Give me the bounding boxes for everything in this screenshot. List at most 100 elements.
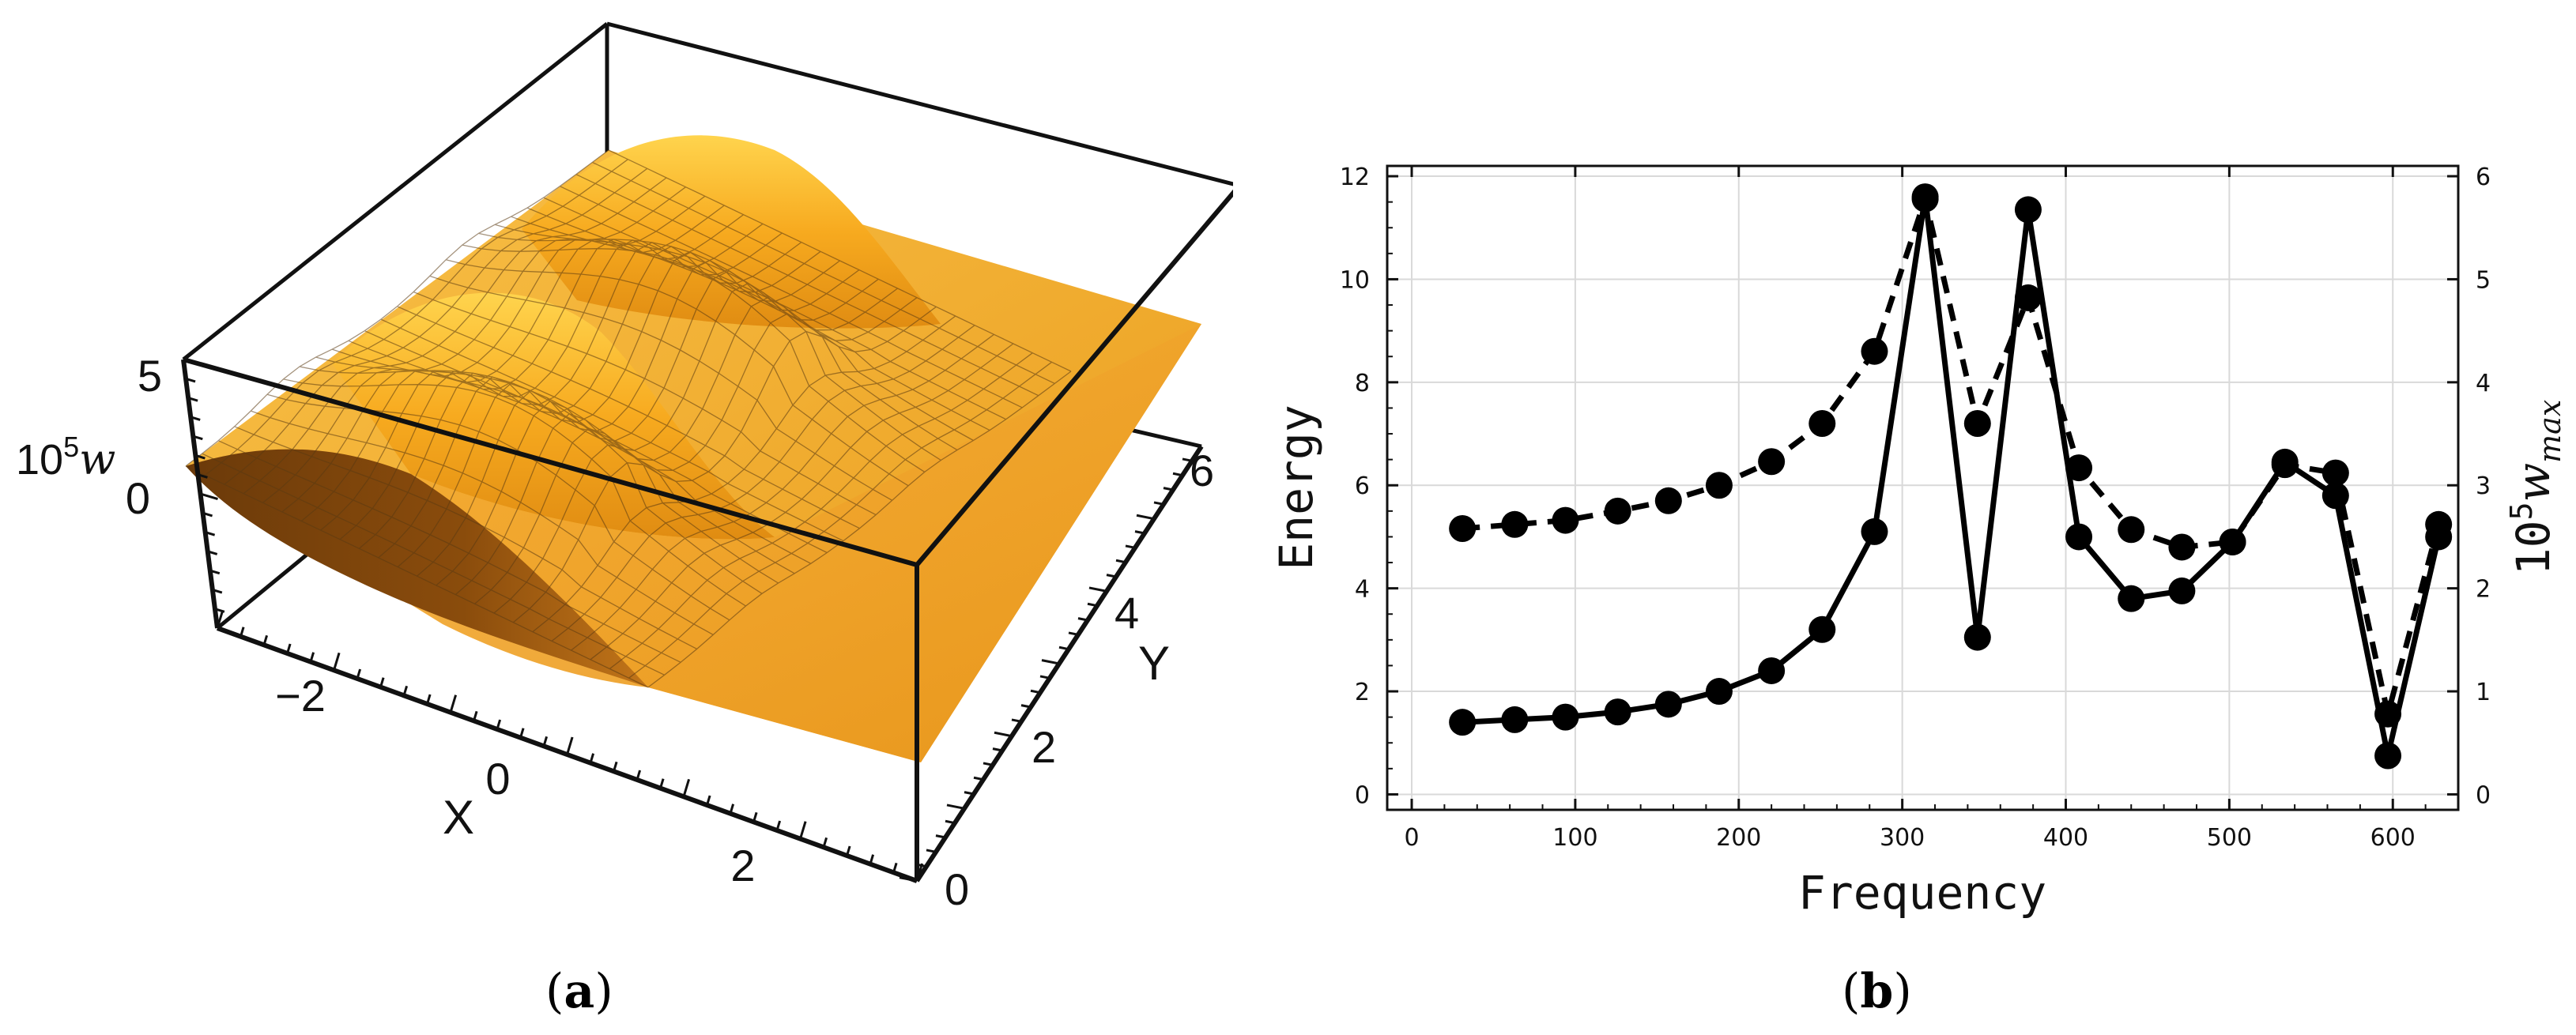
x-tick-mark xyxy=(496,719,502,730)
energy-point xyxy=(1861,518,1888,545)
caption-b: (b) xyxy=(1842,964,1912,1019)
y-tick-mark xyxy=(1172,472,1183,477)
wmax-point xyxy=(1963,410,1991,437)
mesh-line-y xyxy=(348,340,812,564)
y-tick-label: 10 xyxy=(1340,266,1370,294)
z-tick-mark xyxy=(200,492,218,501)
x-tick-mark xyxy=(775,820,782,831)
x-tick-mark xyxy=(473,710,478,721)
y-tick-mark xyxy=(1041,659,1060,665)
surface-underside-shadow xyxy=(186,449,648,687)
z-tick-0: 0 xyxy=(126,473,150,523)
y-tick-mark xyxy=(973,776,984,781)
y-tick-mark xyxy=(946,804,965,810)
z-tick-mark xyxy=(197,473,208,479)
y2-label-exp: 5 xyxy=(2504,502,2539,521)
wmax-point xyxy=(2374,700,2402,728)
y2-tick-label: 1 xyxy=(2476,679,2491,706)
y-tick-mark xyxy=(1058,645,1069,651)
x-tick-mark xyxy=(216,610,224,629)
y-tick-label: 12 xyxy=(1340,164,1370,191)
y-tick-0: 0 xyxy=(945,864,969,914)
x-tick-mark xyxy=(822,837,828,848)
x-tick-mark xyxy=(682,778,691,797)
x-tick-label: 100 xyxy=(1552,824,1597,852)
plot-frame xyxy=(1386,164,2460,811)
mesh-line-y xyxy=(380,318,844,542)
wmax-point xyxy=(1604,497,1631,525)
y-tick-mark xyxy=(1068,631,1079,636)
z-tick-mark xyxy=(194,454,206,460)
y2-tick-label: 5 xyxy=(2476,266,2491,294)
y-tick-mark xyxy=(964,791,975,796)
z-tick-mark xyxy=(190,416,201,421)
y-tick-4: 4 xyxy=(1115,588,1139,638)
z-tick-mark xyxy=(209,569,221,575)
y-tick-label: 2 xyxy=(1355,679,1370,706)
wmax-point xyxy=(2219,528,2246,555)
x-tick-0: 0 xyxy=(485,754,510,804)
z-label-exp: 5 xyxy=(63,431,79,463)
y2-tick-label: 4 xyxy=(2476,370,2491,397)
wmax-point xyxy=(1552,506,1579,534)
energy-point xyxy=(2065,523,2093,551)
y-tick-mark xyxy=(1087,602,1098,608)
mesh-line-y xyxy=(511,216,974,442)
y-tick-mark xyxy=(983,762,994,766)
y-tick-label: 8 xyxy=(1355,370,1370,397)
series-line-energy xyxy=(1462,194,2442,758)
y2-label-base: 10 xyxy=(2506,520,2560,575)
x-tick-label: 200 xyxy=(1716,824,1761,852)
wmax-point xyxy=(1449,515,1477,543)
z-label-base: 10 xyxy=(16,436,63,484)
x-tick-label: 400 xyxy=(2043,824,2088,852)
y-tick-mark xyxy=(1153,501,1164,506)
surface-ridge-front xyxy=(332,292,775,540)
z-axis-label: 105w xyxy=(16,431,115,484)
energy-point xyxy=(1552,703,1579,731)
mesh-line-y xyxy=(478,232,941,461)
y-tick-label: 0 xyxy=(1355,781,1370,809)
y-tick-mark xyxy=(1115,559,1126,564)
z-tick-mark xyxy=(205,531,216,536)
mesh-line-y xyxy=(266,393,730,621)
y-tick-mark xyxy=(994,731,1013,738)
wmax-point xyxy=(1654,487,1682,514)
z-tick-mark xyxy=(183,358,202,367)
mesh-line-y xyxy=(592,161,1055,384)
mesh-line-y xyxy=(283,378,746,607)
y-tick-mark xyxy=(935,834,946,839)
wmax-point xyxy=(1911,185,1939,213)
wmax-point xyxy=(2014,284,2042,311)
mesh-line-y xyxy=(446,259,909,487)
energy-point xyxy=(2321,482,2349,510)
x-tick-label: 600 xyxy=(2370,824,2416,852)
y-tick-mark xyxy=(899,876,918,883)
caption-a-letter: a xyxy=(564,964,595,1019)
mesh-line-y xyxy=(202,453,665,676)
x-tick-mark xyxy=(379,677,385,688)
y-tick-mark xyxy=(1134,530,1145,535)
chart-axis-titles: Frequency Energy 105wmax xyxy=(1269,400,2567,920)
y-tick-6: 6 xyxy=(1190,446,1214,495)
mesh-line-y xyxy=(397,306,860,529)
y2-label-sub: max xyxy=(2533,400,2567,463)
z-tick-mark xyxy=(212,588,223,594)
mesh-line-y xyxy=(494,224,958,451)
y-tick-mark xyxy=(926,849,937,853)
y-tick-mark xyxy=(992,747,1003,752)
energy-point xyxy=(2168,577,2196,604)
x-tick-mark xyxy=(892,862,898,873)
x-tick-mark xyxy=(426,694,432,705)
x-tick-mark xyxy=(636,770,642,781)
y-tick-mark xyxy=(945,819,956,825)
y-tick-2: 2 xyxy=(1032,722,1056,772)
z-tick-mark xyxy=(202,511,213,518)
y-tick-mark xyxy=(916,863,927,868)
wmax-point xyxy=(1501,510,1529,538)
mesh-line-y xyxy=(429,275,893,501)
surface-mesh xyxy=(185,149,1072,688)
mesh-line-y xyxy=(413,291,877,516)
energy-point xyxy=(2014,196,2042,224)
